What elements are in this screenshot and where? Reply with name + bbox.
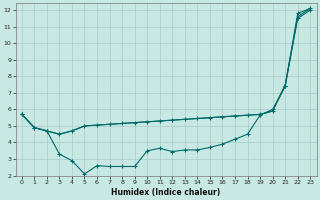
X-axis label: Humidex (Indice chaleur): Humidex (Indice chaleur): [111, 188, 221, 197]
